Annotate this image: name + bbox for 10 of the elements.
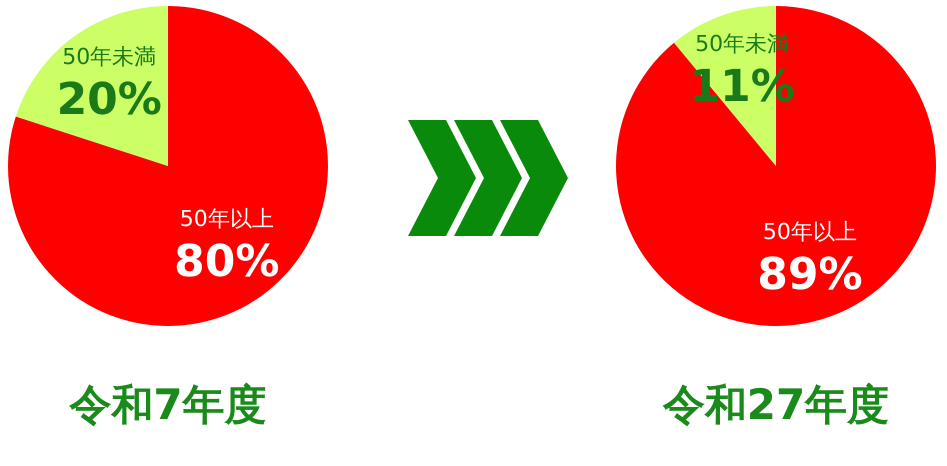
text: 令和27年度: [662, 380, 890, 429]
slice-label: 50年以上: [762, 220, 857, 246]
slice-label: 50年未満: [62, 45, 156, 70]
text: 令和7年度: [68, 380, 267, 429]
pie-slice: [8, 6, 328, 326]
data-label: 89%: [757, 249, 863, 300]
data-label: 80%: [174, 236, 280, 287]
data-label: 20%: [56, 74, 162, 126]
pie-slice: [616, 6, 936, 326]
slice-label: 50年以上: [180, 206, 274, 232]
